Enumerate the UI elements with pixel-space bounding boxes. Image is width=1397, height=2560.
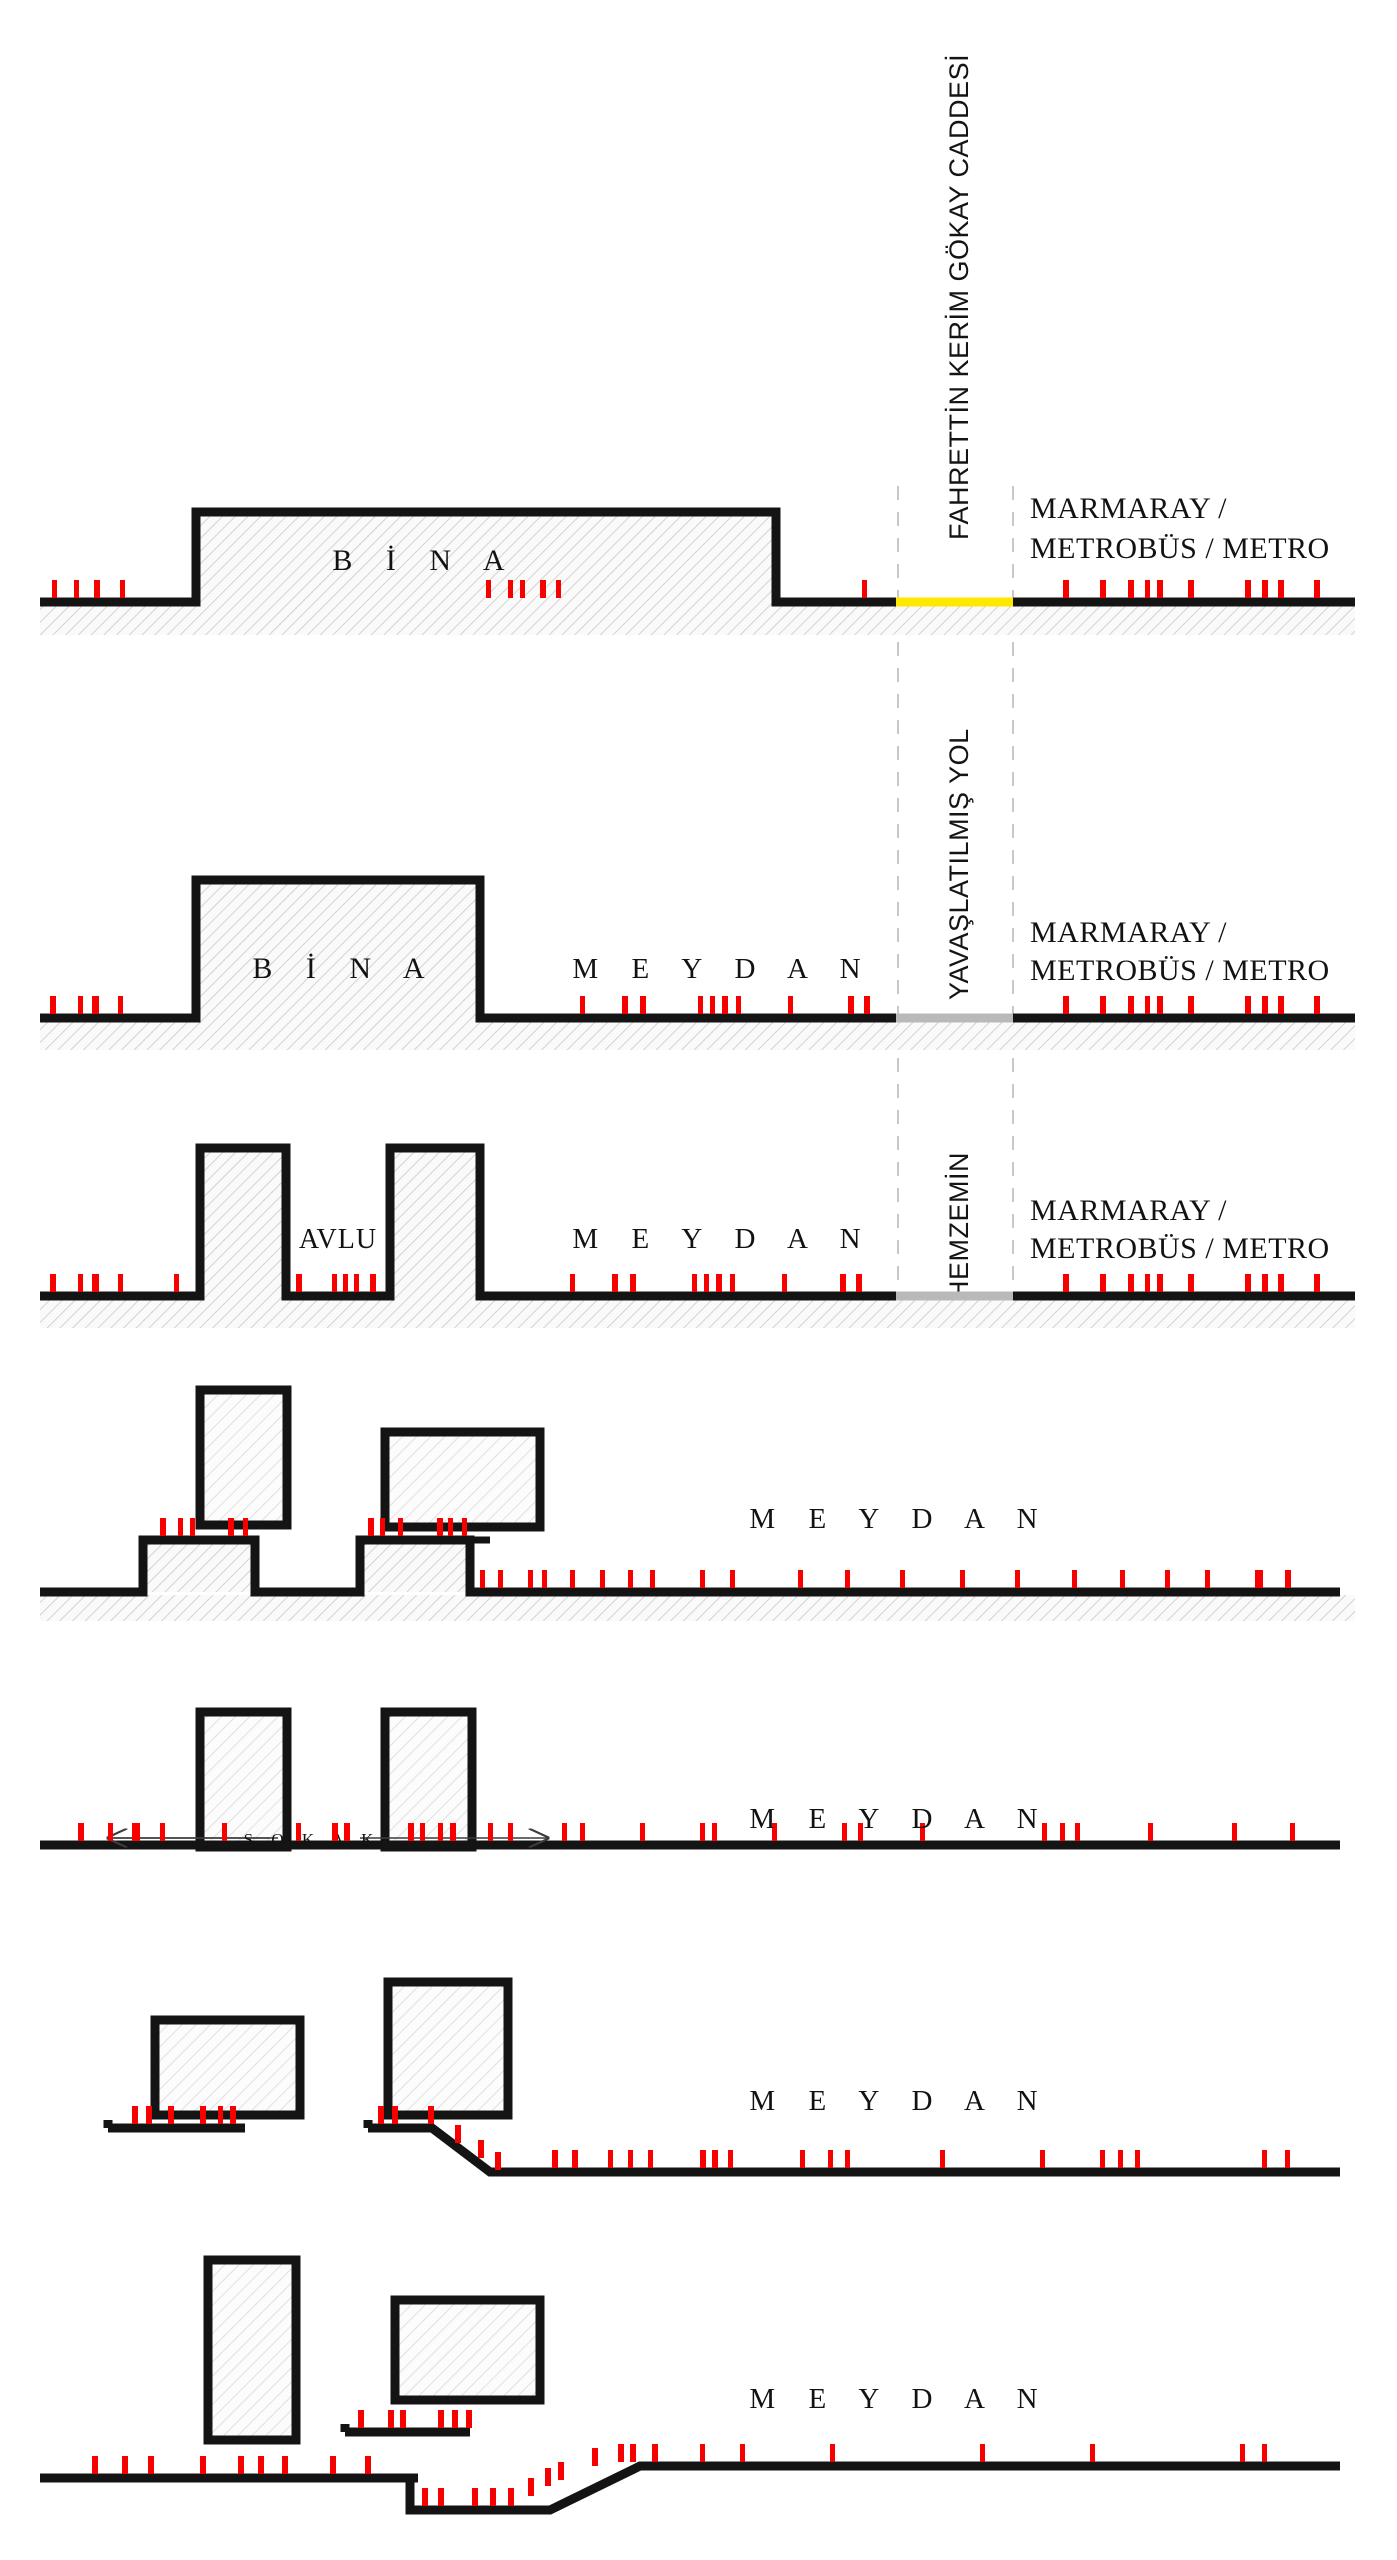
building-box-left <box>195 1707 292 1852</box>
stepped-ground-profile <box>40 1535 1340 1597</box>
sunken-ground-profile <box>40 2461 1340 2515</box>
label-transit-line1: MARMARAY / <box>1030 492 1227 525</box>
ramped-ground-profile <box>368 2123 1340 2177</box>
red-ticks-group <box>160 1518 1291 1588</box>
building-box-right <box>390 2295 545 2405</box>
label-building: B İ N A <box>332 544 517 577</box>
vertical-label-at-grade: HEMZEMİN <box>943 1152 974 1300</box>
label-transit-line2: METROBÜS / METRO <box>1030 1232 1330 1265</box>
vertical-label-street-name: FAHRETTİN KERİM GÖKAY CADDESİ <box>943 54 974 540</box>
building-box-left <box>203 2255 301 2445</box>
building-base-hatch <box>196 600 776 635</box>
step-right-fill <box>360 1540 470 1592</box>
building-box-right <box>380 1427 545 1532</box>
label-transit-line1: MARMARAY / <box>1030 1194 1227 1227</box>
courtyard-profile <box>40 1143 898 1301</box>
label-transit-line2: METROBÜS / METRO <box>1030 532 1330 565</box>
label-square: M E Y D A N <box>749 2085 1050 2117</box>
building-box-left <box>195 1385 292 1530</box>
building-left-fill <box>200 1148 286 1296</box>
ground-hatch <box>40 1595 1355 1621</box>
label-square: M E Y D A N <box>749 2383 1050 2415</box>
building-right-base <box>390 1296 480 1326</box>
red-ticks-group <box>50 1274 1320 1292</box>
section-7: M E Y D A N <box>40 2255 1340 2515</box>
section-2: B İ N A M E Y D A N MARMARAY / METROBÜS … <box>40 875 1355 1050</box>
label-courtyard: AVLU <box>299 1224 377 1255</box>
label-street: S O K A K <box>244 1830 381 1849</box>
building-right-fill <box>390 1148 480 1296</box>
label-transit-line1: MARMARAY / <box>1030 916 1227 949</box>
section-6: M E Y D A N <box>103 1977 1340 2177</box>
label-square: M E Y D A N <box>749 1503 1050 1535</box>
building-box-left <box>150 2015 305 2120</box>
red-ticks-group <box>50 996 1320 1014</box>
section-1: B İ N A MARMARAY / METROBÜS / METRO <box>40 492 1355 635</box>
building-base-hatch <box>196 1018 480 1050</box>
label-square: M E Y D A N <box>572 1223 873 1255</box>
red-ticks-group <box>78 1823 1295 1841</box>
building-fill <box>196 880 480 1018</box>
building-box-right <box>383 1977 513 2120</box>
building-profile <box>40 507 898 607</box>
label-square: M E Y D A N <box>749 1803 1050 1835</box>
label-building: B İ N A <box>252 952 437 985</box>
red-ticks-group <box>132 2106 1290 2170</box>
vertical-label-slowed-road: YAVAŞLATILMIŞ YOL <box>944 728 974 1000</box>
step-left-fill <box>143 1540 255 1592</box>
section-3: AVLU M E Y D A N MARMARAY / METROBÜS / M… <box>40 1143 1355 1328</box>
building-profile <box>40 875 898 1023</box>
red-ticks-group <box>92 2410 1267 2506</box>
label-square: M E Y D A N <box>572 953 873 985</box>
building-box-right <box>380 1707 477 1852</box>
section-4: M E Y D A N <box>40 1385 1355 1621</box>
label-transit-line2: METROBÜS / METRO <box>1030 954 1330 987</box>
section-5: S O K A K <box>40 1707 1340 1852</box>
building-left-base <box>200 1296 286 1326</box>
building-fill <box>196 512 776 600</box>
red-ticks-group <box>52 580 1320 598</box>
